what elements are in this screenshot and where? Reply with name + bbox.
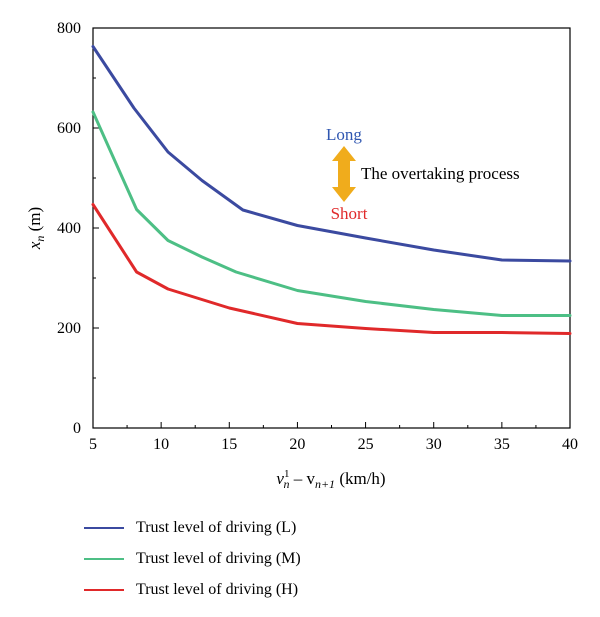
legend-item-m: Trust level of driving (M) — [84, 543, 301, 574]
series-line-h — [91, 203, 572, 335]
y-tick-label: 600 — [57, 120, 81, 137]
y-axis-title: xn (m) — [25, 207, 47, 250]
x-tick-label: 20 — [289, 436, 305, 453]
series-line-m — [91, 110, 572, 317]
annotation-short: Short — [331, 204, 368, 223]
legend-item-l: Trust level of driving (L) — [84, 512, 301, 543]
series-lines — [91, 45, 572, 335]
legend-swatch-h — [84, 588, 124, 591]
annotation-long: Long — [326, 125, 362, 144]
x-tick-label: 25 — [358, 436, 374, 453]
x-tick-label: 5 — [89, 436, 97, 453]
legend: Trust level of driving (L) Trust level o… — [84, 512, 301, 605]
y-tick-label: 200 — [57, 320, 81, 337]
series-line-l — [91, 45, 572, 263]
x-tick-label: 35 — [494, 436, 510, 453]
y-tick-label: 0 — [73, 420, 81, 437]
annotation-process: The overtaking process — [361, 164, 520, 183]
y-tick-label: 800 — [57, 20, 81, 37]
plot-frame — [92, 27, 571, 429]
x-tick-label: 30 — [426, 436, 442, 453]
legend-item-h: Trust level of driving (H) — [84, 574, 301, 605]
x-tick-label: 10 — [153, 436, 169, 453]
double-arrow-icon — [332, 146, 356, 202]
legend-label-m: Trust level of driving (M) — [136, 549, 301, 567]
x-tick-label: 40 — [562, 436, 578, 453]
legend-label-l: Trust level of driving (L) — [136, 518, 297, 536]
overtaking-annotation: Long The overtaking process Short — [326, 125, 520, 223]
y-tick-label: 400 — [57, 220, 81, 237]
legend-swatch-m — [84, 557, 124, 560]
x-tick-label: 15 — [221, 436, 237, 453]
legend-label-h: Trust level of driving (H) — [136, 580, 299, 598]
x-axis-title: v1 n – vn+1 (km/h) — [276, 468, 385, 491]
legend-swatch-l — [84, 526, 124, 529]
